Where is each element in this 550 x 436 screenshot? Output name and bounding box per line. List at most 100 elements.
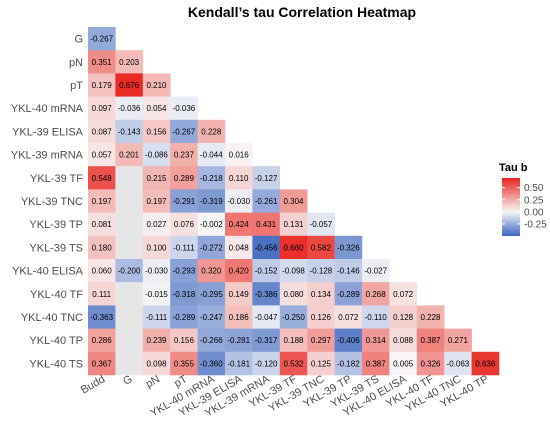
y-tick-label: YKL-40 TP [29,335,83,347]
heatmap-cell [471,351,500,376]
heatmap-cell [252,328,281,353]
heatmap-cell [115,282,144,306]
cell-value-label: -0.047 [255,313,278,322]
cell-value-label: 0.072 [393,290,414,299]
heatmap-cell [362,351,390,376]
heatmap-cell [115,73,144,97]
y-tick-label: pN [69,57,83,69]
heatmap-cell [307,235,335,260]
cell-value-label: 0.088 [393,336,414,345]
cell-value-label: -0.036 [173,104,196,113]
heatmap-cell [115,305,144,329]
y-tick-label: YKL-39 TF [30,173,83,185]
heatmap-cell [142,212,171,237]
cell-value-label: 0.387 [420,336,441,345]
heatmap-cell [88,50,116,74]
heatmap-cell [88,235,116,260]
cell-value-label: 0.228 [420,313,441,322]
cell-value-label: -0.293 [173,267,196,276]
heatmap-cell [197,282,226,306]
cell-value-label: 0.314 [366,336,387,345]
heatmap-cell [142,235,171,260]
heatmap-cell [197,119,226,144]
heatmap-cell [252,235,281,260]
cell-value-label: 0.149 [229,290,250,299]
heatmap-cell [197,143,226,167]
cell-value-label: -0.272 [200,243,223,252]
heatmap-cell [444,351,472,376]
heatmap-cell [88,305,116,329]
y-tick-label: G [74,34,83,46]
y-tick-label: YKL-39 TP [29,219,83,231]
heatmap-cell [362,305,390,329]
cell-value-label: 0.201 [119,151,140,160]
heatmap-cell [170,119,198,144]
legend-title: Tau b [499,162,528,174]
cell-value-label: -0.027 [364,267,387,276]
heatmap-cell [362,328,390,353]
y-tick-label: YKL-40 TF [30,289,83,301]
cell-value-label: 0.197 [92,197,113,206]
heatmap-cell [142,351,171,376]
heatmap-cell [225,212,253,237]
heatmap-cells: -0.267 0.351 0.203 0.179 0.676 0.210 0.097 -0.0… [88,27,500,376]
heatmap-cell [389,305,418,329]
cell-value-label: -0.267 [173,127,196,136]
cell-value-label: 0.326 [420,359,441,368]
heatmap-cell [88,143,116,167]
cell-value-label: -0.120 [255,359,278,368]
y-tick-label: YKL-40 TNC [21,312,83,324]
heatmap-cell [142,259,171,283]
heatmap-cell [88,119,116,144]
heatmap-cell [170,143,198,167]
heatmap-cell [115,328,144,353]
heatmap-cell [88,96,116,121]
heatmap-cell [142,96,171,121]
heatmap-cell [88,212,116,237]
cell-value-label: 0.237 [174,151,195,160]
cell-value-label: 0.532 [283,359,304,368]
cell-value-label: -0.295 [200,290,223,299]
cell-value-label: 0.156 [146,127,167,136]
heatmap-cell [252,166,281,190]
heatmap-cell [252,189,281,213]
heatmap-cell [170,96,198,121]
heatmap-cell [389,351,418,376]
heatmap-cell [279,259,308,283]
cell-value-label: 0.125 [311,359,332,368]
heatmap-cell [279,328,308,353]
cell-value-label: -0.182 [337,359,360,368]
cell-value-label: 0.081 [92,220,113,229]
cell-value-label: -0.317 [255,336,278,345]
y-tick-label: YKL-40 ELISA [12,266,84,278]
x-tick-label: G [121,373,134,388]
cell-value-label: 0.203 [119,58,140,67]
heatmap-cell [88,166,116,190]
cell-value-label: 0.180 [92,243,113,252]
cell-value-label: 0.431 [256,220,277,229]
heatmap-cell [252,259,281,283]
heatmap-cell [115,119,144,144]
cell-value-label: 0.582 [311,243,332,252]
heatmap-cell [197,305,226,329]
heatmap-cell [416,328,445,353]
cell-value-label: 0.027 [146,220,167,229]
legend-tick-label: 0.25 [524,195,544,206]
cell-value-label: -0.200 [118,267,141,276]
heatmap-cell [115,259,144,283]
heatmap-cell [225,282,253,306]
cell-value-label: -0.146 [337,267,360,276]
heatmap-cell [88,27,116,51]
y-tick-label: YKL-39 ELISA [12,126,84,138]
cell-value-label: -0.261 [255,197,278,206]
heatmap-cell [197,328,226,353]
cell-value-label: 0.131 [283,220,304,229]
cell-value-label: 0.286 [92,336,113,345]
heatmap-cell [362,282,390,306]
cell-value-label: -0.110 [365,313,388,322]
cell-value-label: -0.360 [200,359,223,368]
heatmap-cell [88,328,116,353]
cell-value-label: -0.030 [145,267,168,276]
cell-value-label: 0.005 [393,359,414,368]
cell-value-label: 0.320 [201,267,222,276]
